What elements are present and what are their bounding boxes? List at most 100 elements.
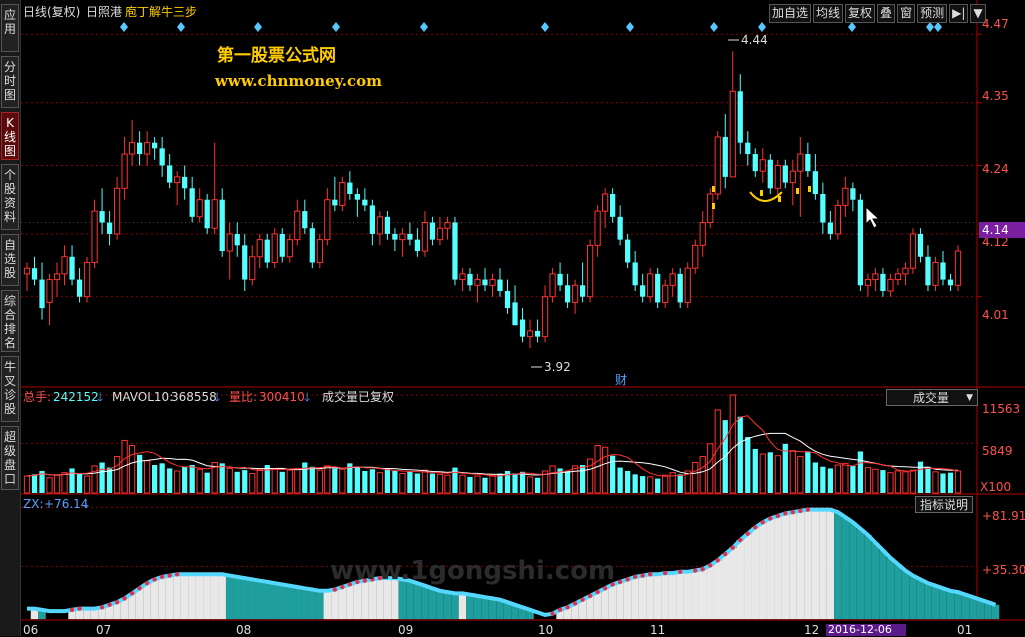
indicator-help-button[interactable]: 指标说明 bbox=[915, 496, 973, 513]
volume-bar bbox=[820, 466, 826, 493]
candle-body bbox=[144, 142, 151, 155]
signal-marker-icon bbox=[541, 22, 549, 32]
zx-rising-dot bbox=[107, 602, 112, 607]
candle-body bbox=[76, 279, 83, 297]
candle-body bbox=[53, 273, 61, 281]
candle-body bbox=[376, 216, 384, 235]
candle-body bbox=[745, 142, 751, 155]
zx-axis-mid: +35.30 bbox=[982, 563, 1025, 577]
signal-marker-icon bbox=[934, 22, 942, 32]
date-tick-label: 08 bbox=[236, 623, 252, 637]
toolbar-button-3[interactable]: 叠 bbox=[877, 4, 896, 23]
candle-body bbox=[309, 228, 315, 263]
zx-label: ZX: bbox=[23, 497, 44, 511]
signal-marker-icon bbox=[926, 22, 934, 32]
candle-body bbox=[467, 273, 473, 286]
candle-body bbox=[444, 222, 451, 229]
zx-rising-dot bbox=[332, 587, 338, 592]
sidebar-tab-7[interactable]: 超 级 盘 口 bbox=[1, 426, 19, 490]
candle-body bbox=[504, 291, 511, 309]
volume-bar bbox=[421, 469, 429, 494]
candle-body bbox=[917, 233, 924, 257]
volume-bar bbox=[347, 463, 353, 493]
candle-body bbox=[196, 199, 203, 218]
candle-body bbox=[174, 176, 181, 184]
candle-body bbox=[23, 267, 31, 275]
candle-body bbox=[369, 205, 375, 234]
zx-rising-dot bbox=[580, 597, 585, 602]
sidebar-tab-0[interactable]: 应 用 bbox=[1, 4, 19, 52]
volume-bar bbox=[497, 473, 503, 493]
volume-bar bbox=[894, 470, 902, 494]
candle-body bbox=[159, 148, 165, 166]
toolbar-button-4[interactable]: 窗 bbox=[897, 4, 916, 23]
chevron-down-icon: ▼ bbox=[966, 393, 973, 403]
volume-bar bbox=[23, 475, 31, 494]
candle-body bbox=[902, 267, 909, 275]
watermark-title: 第一股票公式网 bbox=[217, 46, 336, 66]
candle-body bbox=[594, 210, 601, 246]
volume-bar bbox=[219, 463, 225, 493]
sidebar-tab-6[interactable]: 牛 叉 诊 股 bbox=[1, 356, 19, 422]
finance-marker[interactable]: 财 bbox=[615, 373, 628, 387]
sidebar-tab-3[interactable]: 个 股 资 料 bbox=[1, 164, 19, 230]
candle-body bbox=[384, 216, 391, 234]
volume-bar bbox=[707, 443, 714, 494]
volume-axis-top: 11563 bbox=[982, 402, 1021, 416]
toolbar-button-5[interactable]: 预测 bbox=[917, 4, 948, 23]
candle-body bbox=[954, 250, 962, 286]
toolbar-button-6[interactable]: ▶| bbox=[949, 4, 969, 23]
price-tick-label: 4.24 bbox=[982, 162, 1009, 176]
cursor-date: 2016-12-06 bbox=[826, 624, 906, 636]
toolbar-button-1[interactable]: 均线 bbox=[813, 4, 844, 23]
candle-body bbox=[677, 273, 683, 303]
watermark-url: www.chnmoney.com bbox=[215, 72, 382, 90]
volume-bar bbox=[564, 470, 571, 493]
zx-rising-dot bbox=[565, 605, 570, 610]
candle-body bbox=[211, 199, 218, 229]
candle-body bbox=[347, 182, 353, 194]
mavol-value: 368558 bbox=[171, 390, 217, 404]
zx-rising-dot bbox=[678, 569, 683, 574]
candle-body bbox=[152, 142, 158, 149]
candle-body bbox=[789, 170, 796, 184]
indicator-select[interactable]: 成交量 ▼ bbox=[886, 389, 978, 406]
zx-rising-dot bbox=[347, 582, 353, 587]
volume-bar bbox=[332, 468, 338, 493]
current-price-badge: 4.14 bbox=[979, 222, 1025, 238]
sidebar-tab-5[interactable]: 综 合 排 名 bbox=[1, 290, 19, 352]
candle-body bbox=[586, 244, 594, 298]
sidebar-tab-2[interactable]: K 线 图 bbox=[1, 112, 19, 160]
faint-watermark: www.1gongshi.com bbox=[330, 556, 616, 586]
candle-body bbox=[925, 256, 931, 286]
toolbar-button-7[interactable]: ▼ bbox=[970, 4, 986, 23]
zx-rising-dot bbox=[377, 575, 383, 581]
candle-body bbox=[264, 239, 270, 263]
candle-body bbox=[39, 279, 45, 309]
candle-body bbox=[632, 262, 638, 286]
toolbar-button-0[interactable]: 加自选 bbox=[769, 4, 812, 23]
sidebar-tab-4[interactable]: 自 选 股 bbox=[1, 234, 19, 286]
toolbar-button-2[interactable]: 复权 bbox=[845, 4, 876, 23]
sidebar-tab-1[interactable]: 分 时 图 bbox=[1, 56, 19, 108]
zx-rising-dot bbox=[572, 601, 578, 606]
signal-marker-icon bbox=[710, 22, 718, 32]
signal-marker-icon bbox=[420, 22, 428, 32]
candle-body bbox=[782, 165, 788, 183]
candle-body bbox=[850, 188, 856, 200]
volume-bar bbox=[579, 465, 586, 493]
candle-body bbox=[128, 142, 136, 155]
candle-body bbox=[226, 233, 233, 252]
zx-rising-dot bbox=[798, 508, 803, 514]
period-label: 日线(复权) bbox=[23, 5, 81, 19]
pattern-mark bbox=[760, 190, 763, 196]
zx-rising-dot bbox=[723, 551, 728, 557]
total-volume-value: 242152 bbox=[53, 390, 99, 404]
volume-bar bbox=[339, 468, 346, 494]
volume-bar bbox=[940, 473, 946, 493]
candle-body bbox=[601, 193, 609, 212]
volume-bar bbox=[159, 463, 165, 493]
volume-bar bbox=[692, 461, 699, 494]
candle-body bbox=[729, 90, 736, 178]
